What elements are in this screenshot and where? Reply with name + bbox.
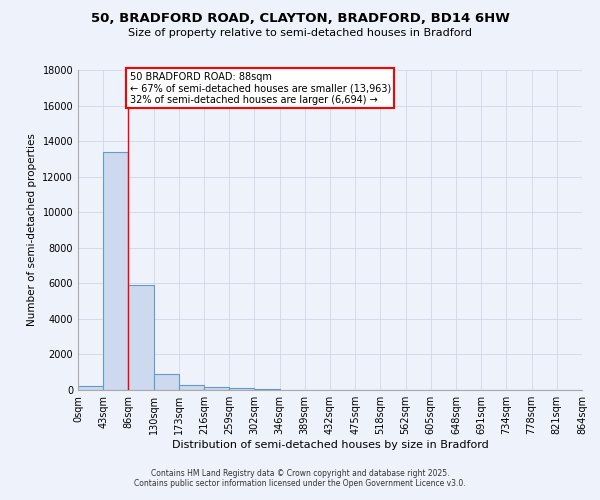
Bar — [154, 374, 179, 390]
Y-axis label: Number of semi-detached properties: Number of semi-detached properties — [27, 134, 37, 326]
Bar — [78, 386, 103, 390]
Text: Contains HM Land Registry data © Crown copyright and database right 2025.: Contains HM Land Registry data © Crown c… — [151, 468, 449, 477]
X-axis label: Distribution of semi-detached houses by size in Bradford: Distribution of semi-detached houses by … — [172, 440, 488, 450]
Bar — [179, 384, 204, 390]
Text: Size of property relative to semi-detached houses in Bradford: Size of property relative to semi-detach… — [128, 28, 472, 38]
Bar — [103, 152, 128, 390]
Bar — [204, 388, 229, 390]
Bar — [229, 388, 254, 390]
Text: 50, BRADFORD ROAD, CLAYTON, BRADFORD, BD14 6HW: 50, BRADFORD ROAD, CLAYTON, BRADFORD, BD… — [91, 12, 509, 26]
Bar — [254, 389, 280, 390]
Bar — [128, 285, 154, 390]
Text: 50 BRADFORD ROAD: 88sqm
← 67% of semi-detached houses are smaller (13,963)
32% o: 50 BRADFORD ROAD: 88sqm ← 67% of semi-de… — [130, 72, 391, 105]
Text: Contains public sector information licensed under the Open Government Licence v3: Contains public sector information licen… — [134, 478, 466, 488]
